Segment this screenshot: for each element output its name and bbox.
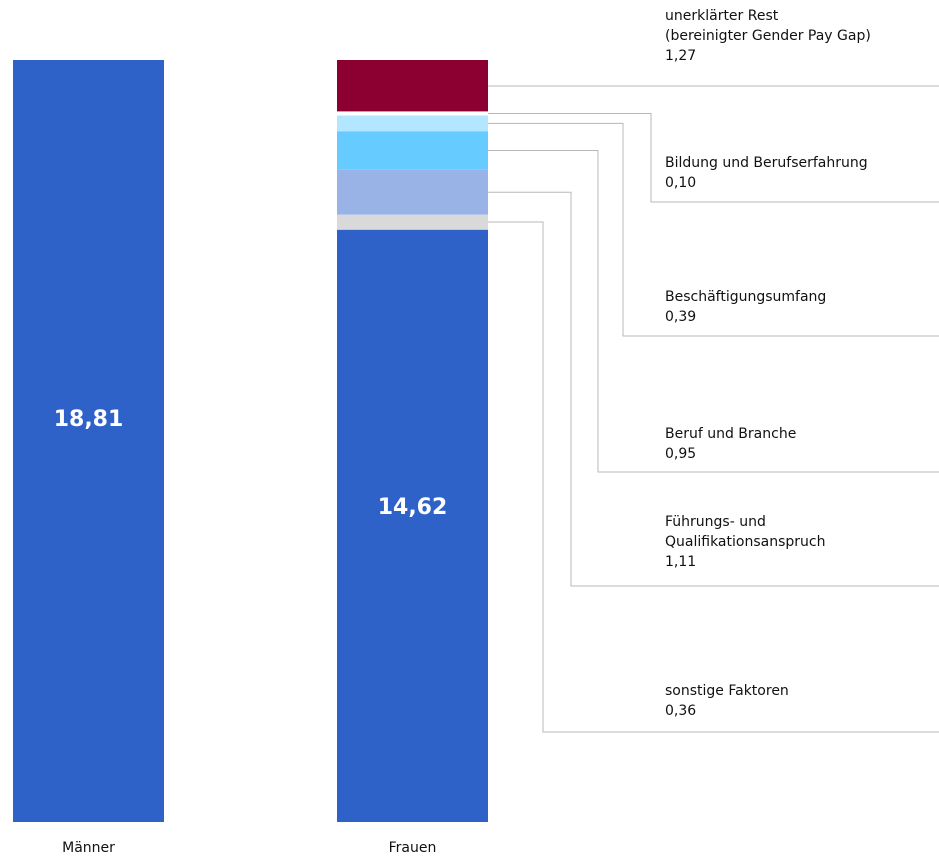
bar-value-label: 18,81 [54, 407, 124, 432]
bar-value-label: 14,62 [378, 495, 448, 520]
gap-segment-4 [337, 169, 488, 215]
gap-component-value: 1,11 [665, 554, 697, 570]
gap-component-name: unerklärter Rest [665, 8, 779, 24]
gap-segment-0 [337, 60, 488, 112]
gap-component-name: sonstige Faktoren [665, 683, 789, 699]
gap-segment-5 [337, 214, 488, 230]
gap-component-name: Qualifikationsanspruch [665, 534, 826, 550]
gap-component-name: Führungs- und [665, 514, 766, 530]
gap-component-name: Beruf und Branche [665, 426, 797, 442]
gap-component-value: 0,39 [665, 309, 697, 325]
category-label: Männer [62, 840, 115, 856]
gap-component-value: 0,10 [665, 175, 697, 191]
connector-line [488, 122, 939, 337]
gap-component-value: 0,95 [665, 446, 697, 462]
gap-segment-1 [337, 111, 488, 116]
gap-component-value: 0,36 [665, 703, 697, 719]
connector-line [488, 150, 939, 473]
connector-line [488, 112, 939, 203]
category-label: Frauen [389, 840, 437, 856]
connector-line [488, 191, 939, 587]
gap-segment-3 [337, 131, 488, 170]
connector-line [488, 221, 939, 733]
bar-mnner [13, 60, 164, 822]
gap-component-name: (bereinigter Gender Pay Gap) [665, 28, 871, 44]
bar-frauen [337, 229, 488, 823]
gap-component-name: Bildung und Berufserfahrung [665, 155, 868, 171]
gap-component-value: 1,27 [665, 48, 697, 64]
gap-component-name: Beschäftigungsumfang [665, 289, 827, 305]
gap-segment-2 [337, 115, 488, 132]
